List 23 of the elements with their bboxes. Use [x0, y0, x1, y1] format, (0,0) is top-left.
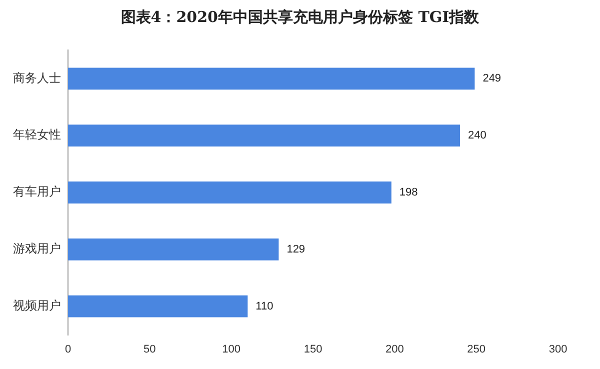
x-tick-label: 100: [222, 343, 241, 356]
x-tick-label: 300: [548, 343, 568, 356]
data-label: 240: [468, 130, 486, 142]
y-tick-label: 视频用户: [13, 298, 61, 312]
bar: [68, 295, 248, 318]
x-tick-label: 50: [144, 343, 156, 356]
x-tick-label: 150: [304, 343, 322, 356]
x-tick-label: 250: [467, 343, 486, 356]
y-tick-label: 年轻女性: [13, 128, 61, 142]
data-label: 110: [256, 300, 274, 312]
y-tick-label: 有车用户: [13, 184, 61, 199]
y-tick-label: 商务人士: [13, 70, 61, 85]
data-label: 129: [286, 243, 306, 256]
x-tick-label: 200: [385, 343, 404, 356]
bar: [68, 124, 460, 147]
chart-title: 图表4：2020年中国共享充电用户身份标签 TGI指数: [120, 8, 480, 27]
data-label: 249: [482, 72, 502, 85]
bar: [68, 182, 392, 204]
x-tick-label: 0: [64, 343, 72, 356]
bar: [68, 68, 475, 90]
y-tick-label: 游戏用户: [13, 242, 61, 256]
bar: [68, 238, 279, 260]
data-label: 198: [399, 186, 418, 199]
